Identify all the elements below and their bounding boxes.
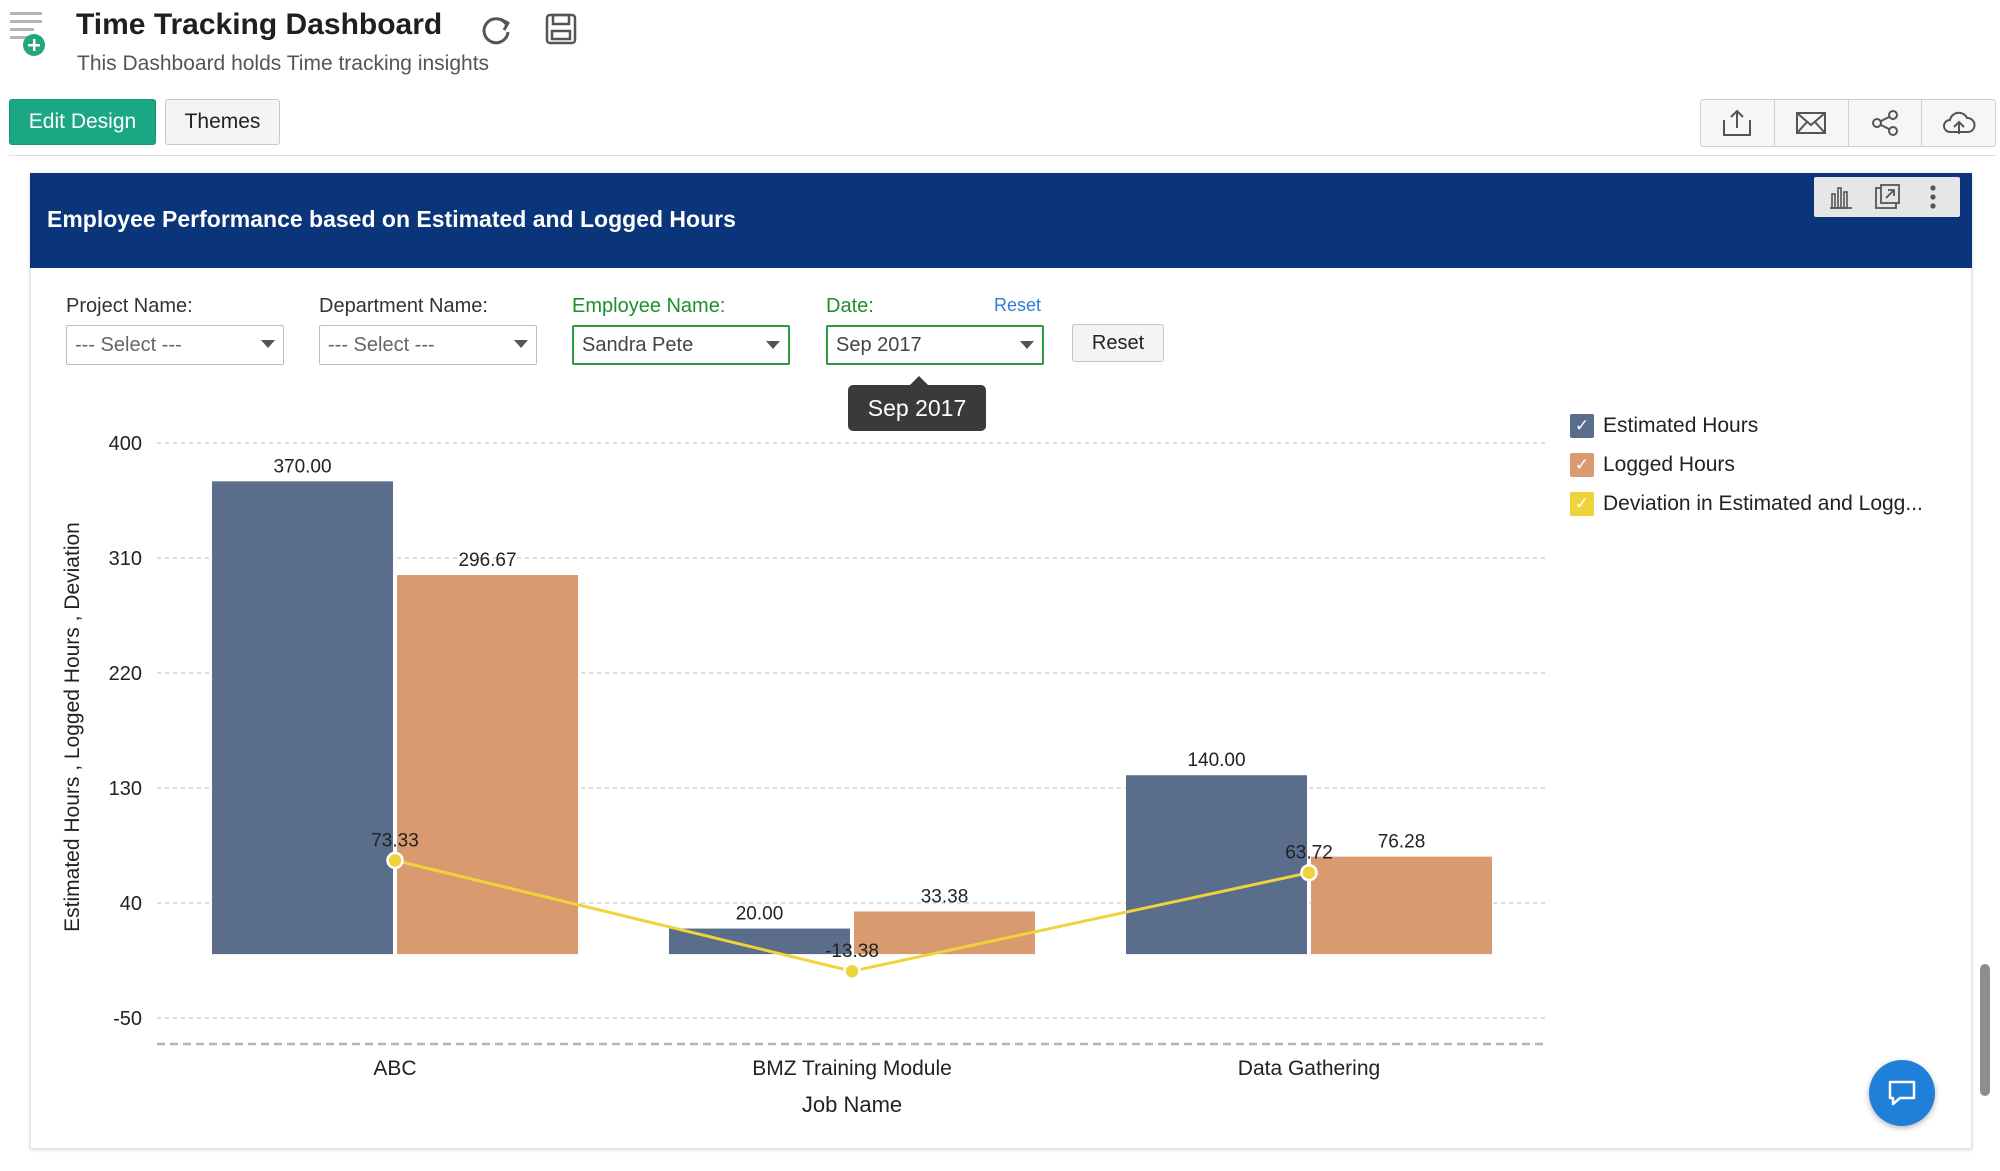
page-title: Time Tracking Dashboard xyxy=(76,8,443,41)
department-filter-value: --- Select --- xyxy=(328,333,435,356)
vertical-scrollbar[interactable] xyxy=(1980,964,1990,1096)
chevron-down-icon xyxy=(1020,341,1034,349)
report-panel xyxy=(30,173,1972,1149)
legend-item-logged[interactable]: ✓ Logged Hours xyxy=(1570,445,1923,484)
edit-design-button[interactable]: Edit Design xyxy=(9,99,156,145)
panel-toolbar xyxy=(1814,177,1960,217)
legend-label: Deviation in Estimated and Logg... xyxy=(1603,491,1923,515)
chat-icon xyxy=(1888,1080,1916,1106)
chevron-down-icon xyxy=(261,340,275,348)
tooltip-arrow xyxy=(910,376,928,385)
chat-support-button[interactable] xyxy=(1869,1060,1935,1126)
refresh-icon[interactable] xyxy=(478,12,514,48)
panel-header xyxy=(30,173,1972,268)
publish-cloud-icon[interactable] xyxy=(1922,100,1995,146)
panel-title: Employee Performance based on Estimated … xyxy=(47,206,736,232)
legend-label: Logged Hours xyxy=(1603,452,1735,476)
more-options-icon[interactable] xyxy=(1916,180,1950,214)
reset-button[interactable]: Reset xyxy=(1072,324,1164,362)
legend-item-deviation[interactable]: ✓ Deviation in Estimated and Logg... xyxy=(1570,484,1923,523)
employee-filter-value: Sandra Pete xyxy=(582,333,694,356)
themes-button[interactable]: Themes xyxy=(165,99,280,145)
legend-check-icon[interactable]: ✓ xyxy=(1570,491,1594,516)
export-icon[interactable] xyxy=(1701,100,1775,146)
dashboard-add-icon[interactable] xyxy=(8,10,52,58)
save-icon[interactable] xyxy=(544,12,578,46)
page-subtitle: This Dashboard holds Time tracking insig… xyxy=(77,52,490,75)
project-filter-select[interactable]: --- Select --- xyxy=(66,325,284,365)
legend-label: Estimated Hours xyxy=(1603,413,1759,437)
employee-filter-label: Employee Name: xyxy=(572,295,726,317)
date-filter-value: Sep 2017 xyxy=(836,333,922,356)
header-divider xyxy=(9,155,1995,156)
date-filter-label: Date: xyxy=(826,295,874,317)
chart-type-icon[interactable] xyxy=(1824,180,1858,214)
project-filter-label: Project Name: xyxy=(66,295,193,317)
legend-check-icon[interactable]: ✓ xyxy=(1570,452,1594,477)
chart-legend: ✓ Estimated Hours ✓ Logged Hours ✓ Devia… xyxy=(1570,406,1923,523)
open-in-new-icon[interactable] xyxy=(1870,180,1904,214)
email-icon[interactable] xyxy=(1775,100,1849,146)
date-reset-link[interactable]: Reset xyxy=(994,295,1042,315)
legend-check-icon[interactable]: ✓ xyxy=(1570,413,1594,438)
department-filter-label: Department Name: xyxy=(319,295,488,317)
employee-filter-select[interactable]: Sandra Pete xyxy=(572,325,790,365)
share-icon[interactable] xyxy=(1849,100,1923,146)
date-tooltip: Sep 2017 xyxy=(848,385,986,431)
department-filter-select[interactable]: --- Select --- xyxy=(319,325,537,365)
chevron-down-icon xyxy=(766,341,780,349)
legend-item-estimated[interactable]: ✓ Estimated Hours xyxy=(1570,406,1923,445)
date-filter-select[interactable]: Sep 2017 xyxy=(826,325,1044,365)
dashboard-actions-toolbar xyxy=(1700,99,1996,147)
chevron-down-icon xyxy=(514,340,528,348)
project-filter-value: --- Select --- xyxy=(75,333,182,356)
